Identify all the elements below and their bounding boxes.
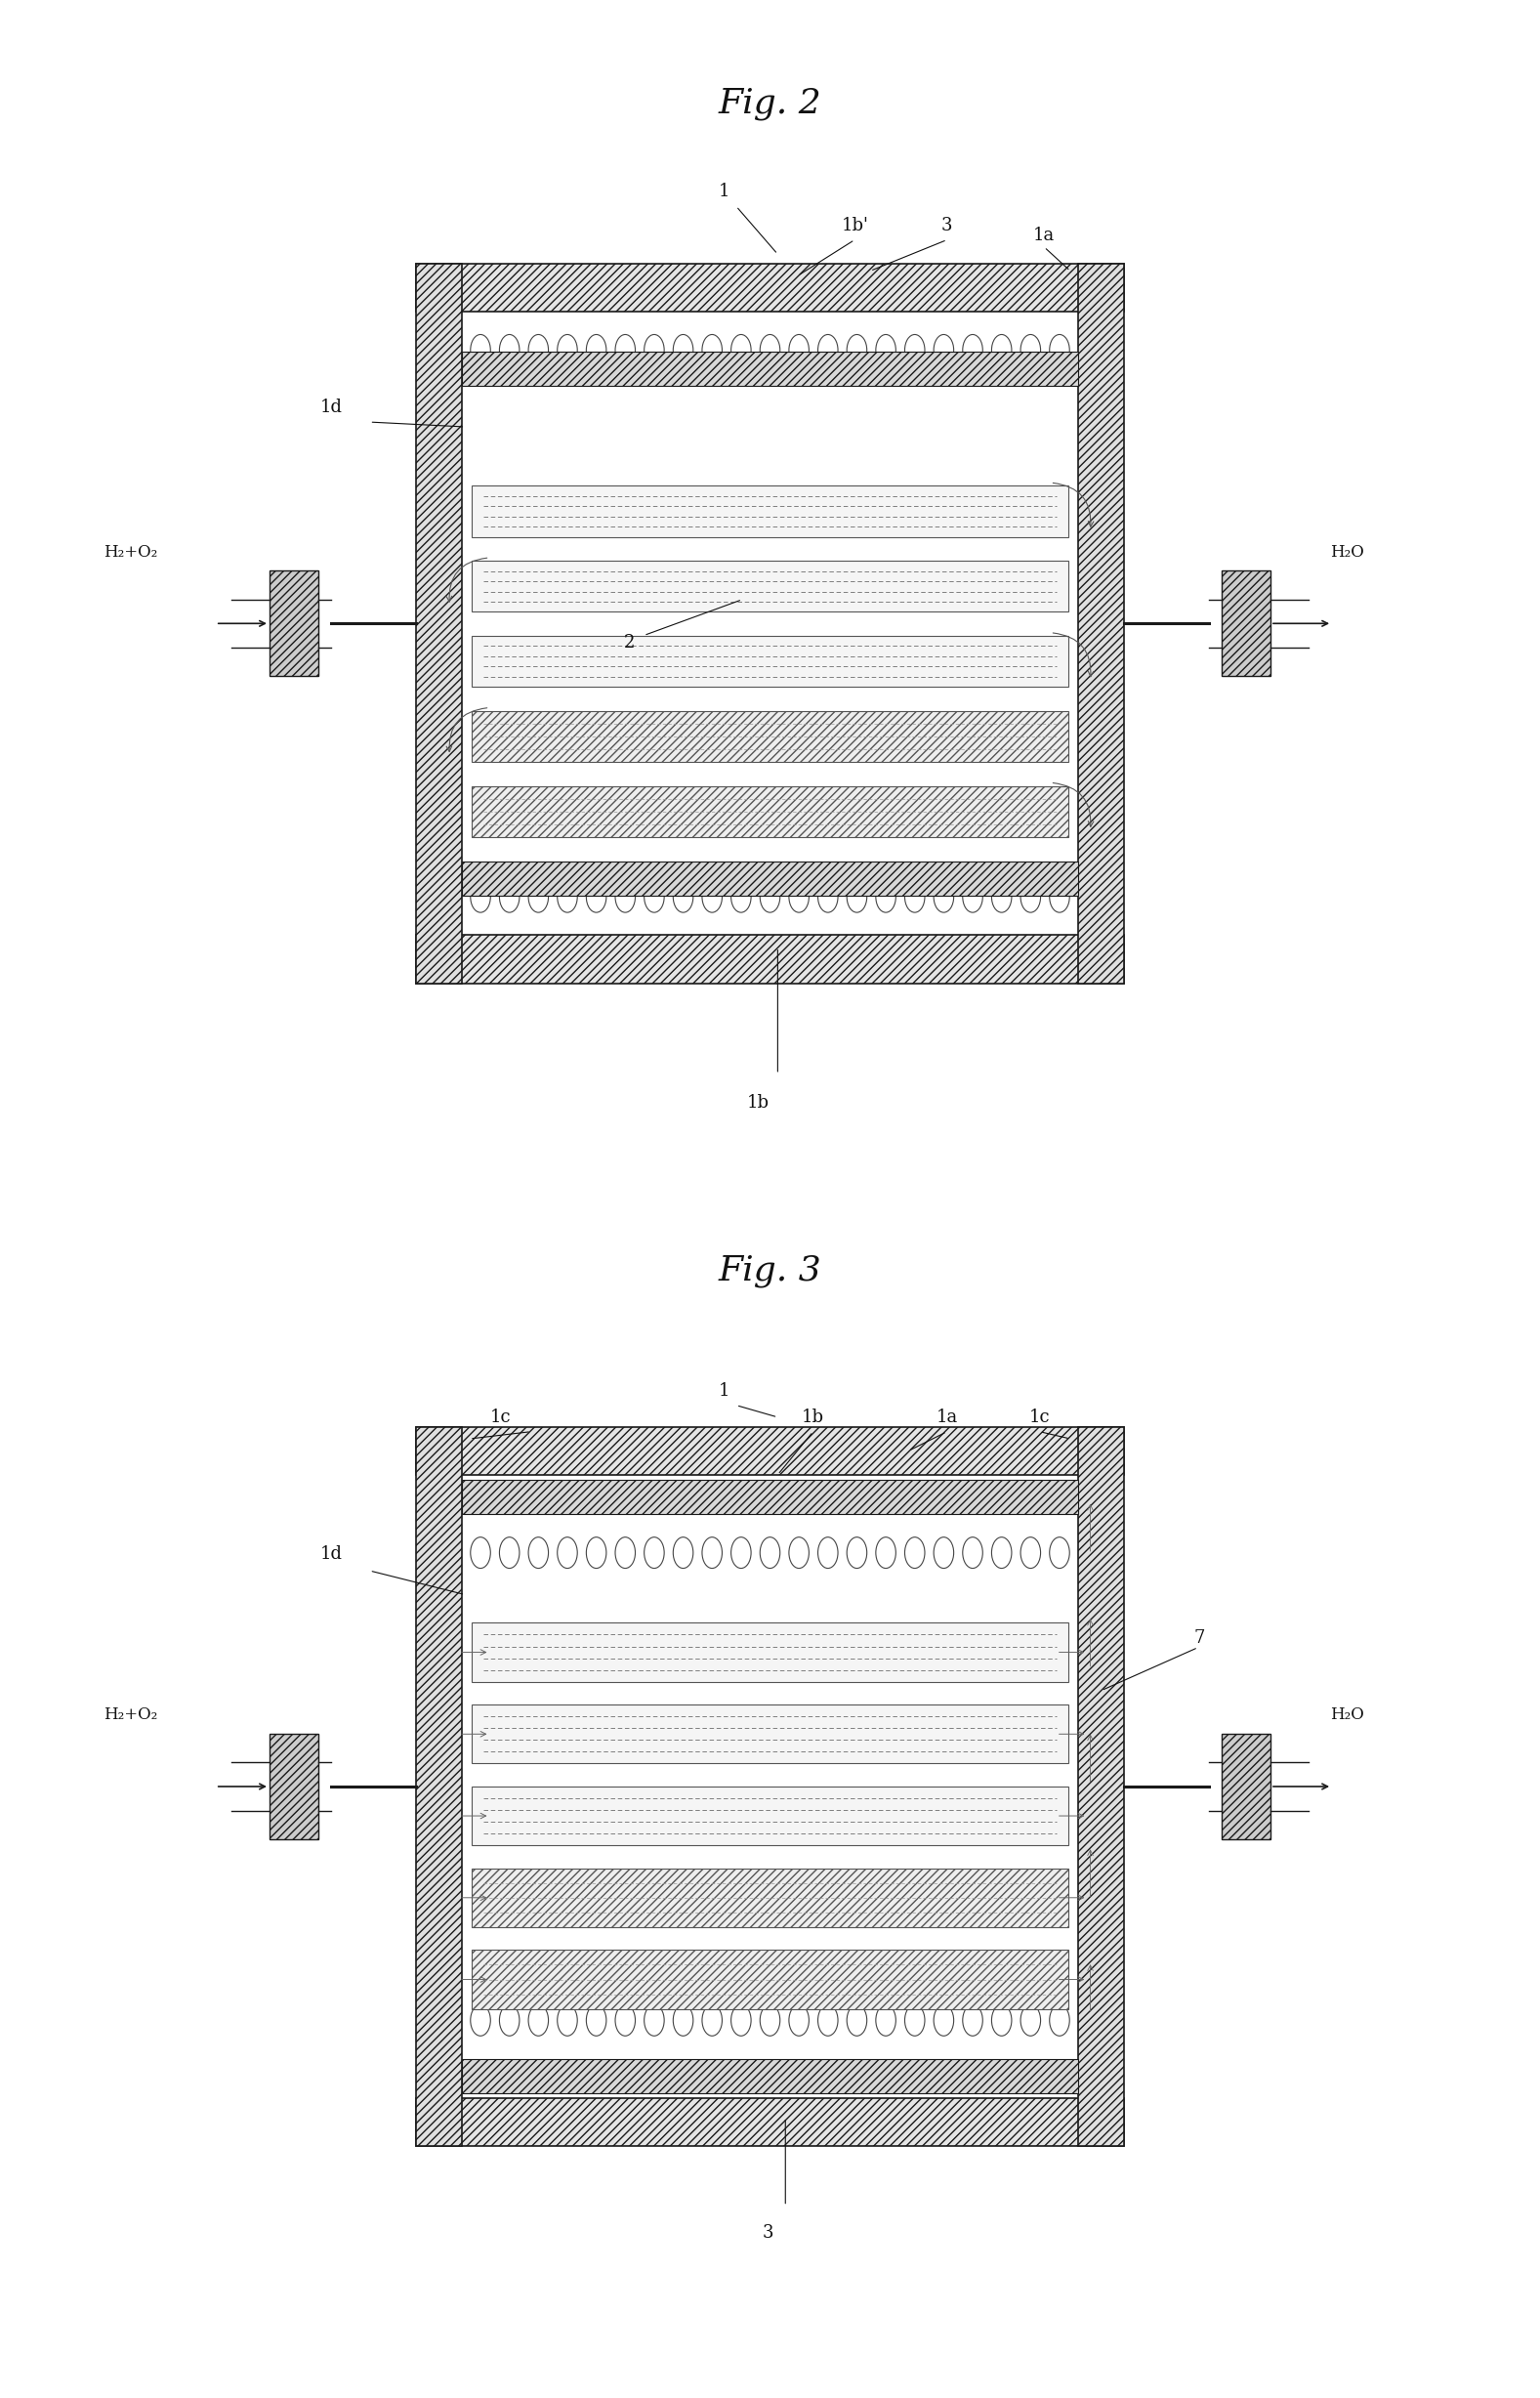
Bar [462,2057,1078,2093]
Text: 1: 1 [718,182,730,201]
Bar [471,710,1069,763]
Bar [416,264,462,983]
Bar [1078,1427,1124,2146]
Bar [471,1950,1069,2010]
Text: 3: 3 [941,216,953,235]
Text: 1d: 1d [320,1544,343,1563]
Text: 1b': 1b' [841,216,869,235]
Bar [1221,1734,1270,1839]
Bar [416,264,1124,312]
Text: H₂+O₂: H₂+O₂ [103,1707,159,1724]
Text: H₂O: H₂O [1331,1707,1364,1724]
Text: 1b: 1b [747,1093,770,1113]
Bar [1221,571,1270,676]
Text: 1a: 1a [1033,225,1055,245]
Text: 1a: 1a [936,1408,958,1427]
Bar [471,1868,1069,1928]
Bar [416,1427,1124,1475]
Bar [416,1427,462,2146]
Text: H₂+O₂: H₂+O₂ [103,544,159,561]
Text: 2: 2 [624,633,634,652]
Bar [471,1623,1069,1681]
Text: 1d: 1d [320,398,343,417]
Text: 1: 1 [718,1381,730,1400]
Text: Fig. 2: Fig. 2 [718,86,822,120]
Bar [1078,264,1124,983]
Text: 1c: 1c [490,1408,511,1427]
Bar [462,353,1078,386]
Text: Fig. 3: Fig. 3 [718,1254,822,1288]
Bar [269,571,319,676]
Text: 3: 3 [762,2223,773,2242]
Bar [471,787,1069,837]
Text: 1b: 1b [802,1408,824,1427]
Bar [462,1480,1078,1516]
Bar [416,2098,1124,2146]
Bar [269,1734,319,1839]
Text: 1c: 1c [1029,1408,1050,1427]
Bar [471,561,1069,611]
Bar [416,935,1124,983]
Text: H₂O: H₂O [1331,544,1364,561]
Bar [471,1705,1069,1763]
Bar [471,635,1069,686]
Bar [471,487,1069,537]
Bar [462,861,1078,897]
Text: 7: 7 [1194,1628,1204,1647]
Bar [471,1787,1069,1846]
